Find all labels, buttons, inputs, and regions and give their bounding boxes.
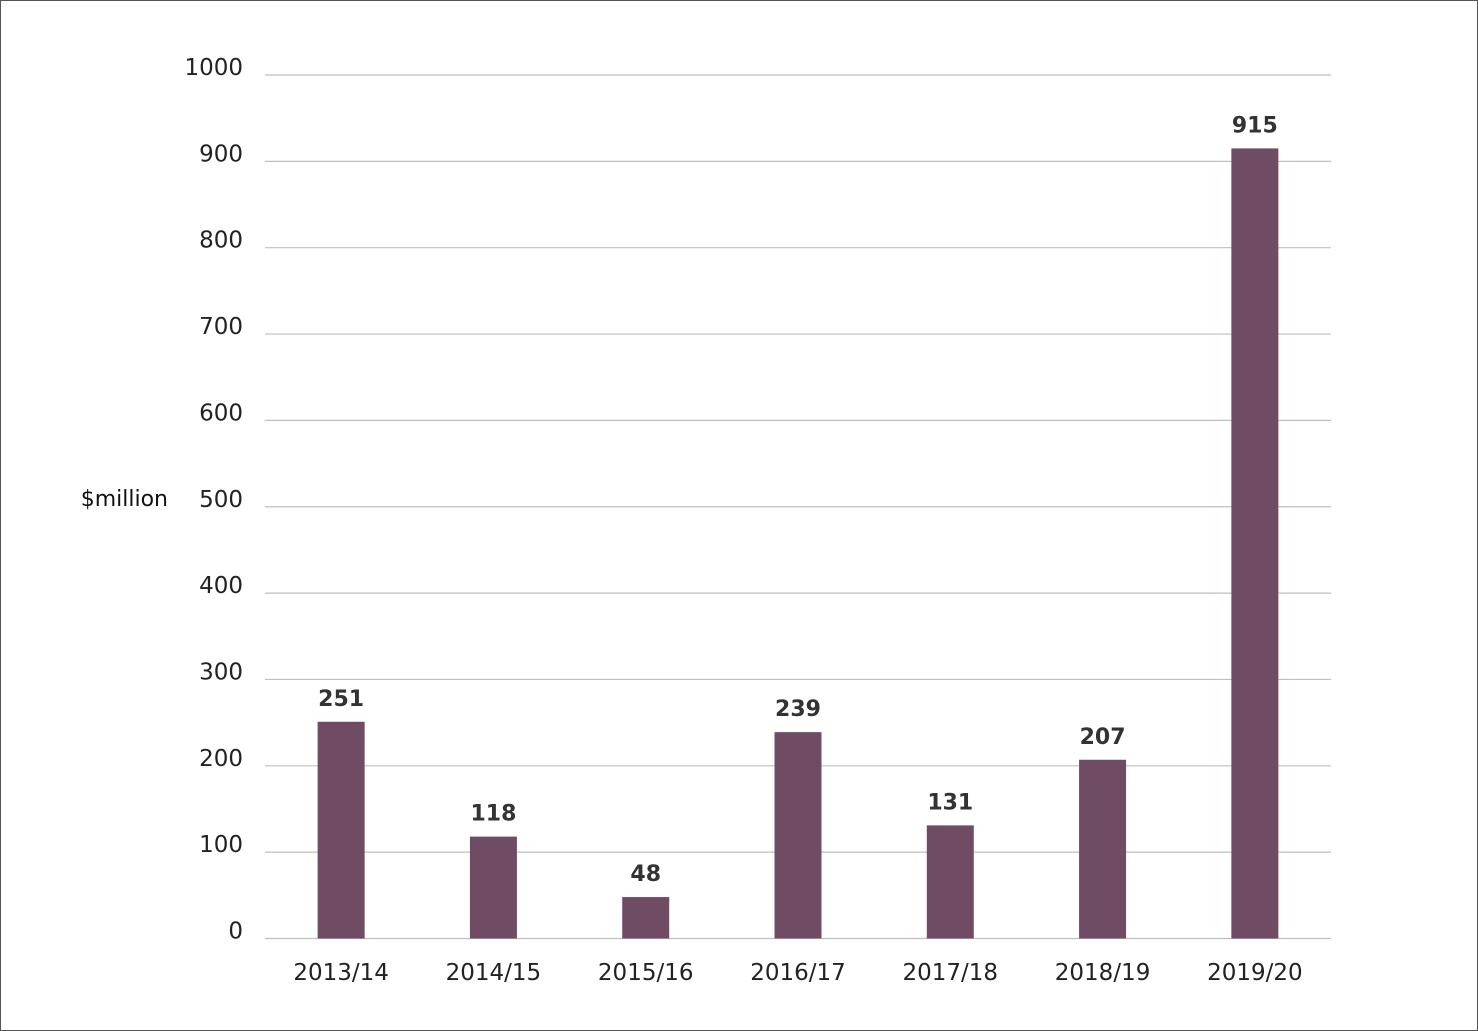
bar [1079,759,1127,939]
data-label: 251 [318,687,364,712]
x-tick-label: 2017/18 [903,960,999,986]
data-label: 131 [927,790,973,815]
bar [926,825,974,939]
data-labels: 251 118 48 239 131 207 915 [318,113,1278,887]
y-tick-label: 400 [199,573,243,599]
y-tick-label: 1000 [184,55,243,81]
bars [317,148,1279,939]
x-tick-label: 2019/20 [1207,960,1303,986]
x-tick-label: 2015/16 [598,960,694,986]
y-tick-label: 700 [199,314,243,340]
y-tick-label: 100 [199,832,243,858]
y-tick-label: 200 [199,746,243,772]
bar [469,836,517,939]
data-label: 239 [775,697,821,722]
gridlines [265,74,1331,940]
bar [1231,148,1279,939]
data-label: 207 [1080,725,1126,750]
y-tick-label: 800 [199,228,243,254]
y-tick-label: 300 [199,659,243,685]
bar [774,732,822,939]
y-tick-label: 500 [199,487,243,513]
data-label: 915 [1232,113,1278,138]
y-tick-label: 600 [199,400,243,426]
x-tick-label: 2013/14 [293,960,389,986]
y-tick-label: 900 [199,141,243,167]
data-label: 118 [470,802,516,827]
bar [622,897,670,939]
y-axis-label: $million [81,487,168,512]
x-axis-ticks: 2013/14 2014/15 2015/16 2016/17 2017/18 2018/… [293,960,1302,986]
x-tick-label: 2014/15 [446,960,542,986]
y-tick-label: 0 [228,919,243,945]
x-tick-label: 2016/17 [750,960,846,986]
data-label: 48 [630,862,661,887]
y-axis-ticks: 0 100 200 300 400 500 600 700 800 900 1000 [184,55,243,945]
x-tick-label: 2018/19 [1055,960,1151,986]
bar [317,721,365,939]
